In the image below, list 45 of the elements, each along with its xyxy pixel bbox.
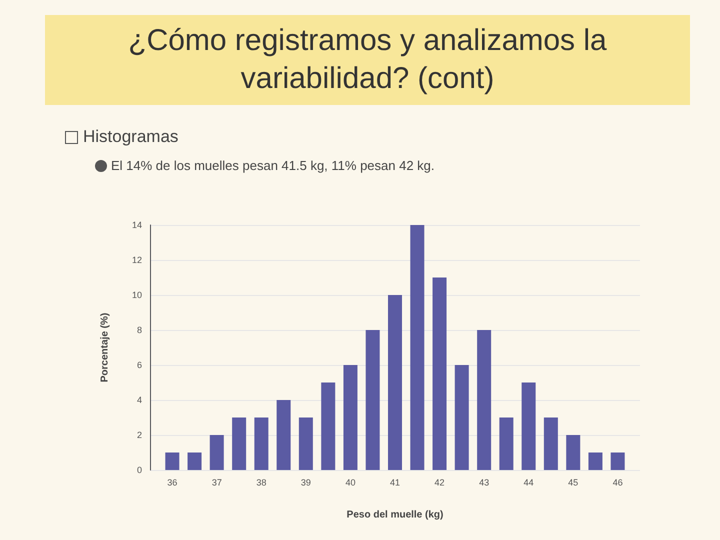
bar (544, 418, 558, 470)
bar (254, 418, 268, 470)
bar (298, 418, 313, 470)
y-axis-title: Porcentaje (%) (100, 312, 110, 382)
bar (232, 418, 246, 470)
x-tick-label: 45 (568, 478, 578, 488)
y-tick-label: 2 (136, 430, 142, 440)
x-tick-label: 40 (345, 478, 356, 488)
chart-title: ¿Cómo registramos y analizamos la variabilidad? (cont) (45, 15, 690, 105)
x-tick-label: 38 (256, 478, 266, 488)
bar (343, 365, 358, 470)
x-tick-label: 42 (434, 478, 445, 488)
bar (499, 418, 514, 470)
bar (610, 452, 625, 470)
x-tick-label: 46 (612, 478, 623, 488)
bar (210, 435, 224, 470)
y-tick-label: 10 (132, 290, 142, 300)
x-tick-label: 43 (479, 478, 490, 488)
bar (276, 400, 291, 470)
bar (388, 295, 402, 470)
x-tick-label: 41 (390, 478, 400, 488)
bar (188, 452, 202, 470)
bar (410, 225, 424, 470)
y-tick-label: 8 (136, 325, 142, 335)
bar (522, 382, 536, 470)
bar (566, 435, 580, 470)
bar (477, 330, 492, 470)
y-tick-label: 0 (136, 465, 142, 475)
x-tick-label: 44 (524, 478, 534, 488)
x-tick-label: 39 (300, 478, 311, 488)
bar (454, 365, 469, 470)
bar (165, 452, 180, 470)
text: El 14% de los muelles pesan 41.5 kg, 11% pesan 42 kg. (110, 158, 435, 173)
chart-subtitle: Histogramas (82, 127, 178, 147)
y-tick-label: 6 (136, 360, 142, 370)
x-tick-label: 36 (167, 478, 178, 488)
x-tick-label: 37 (212, 478, 222, 488)
bar (588, 452, 602, 470)
bar (366, 330, 380, 470)
x-axis-title: Peso del muelle (kg) (346, 510, 444, 520)
bar (321, 382, 336, 470)
y-tick-label: 12 (132, 255, 142, 265)
bar (432, 278, 447, 470)
y-tick-label: 14 (132, 220, 142, 230)
y-tick-label: 4 (136, 395, 142, 405)
